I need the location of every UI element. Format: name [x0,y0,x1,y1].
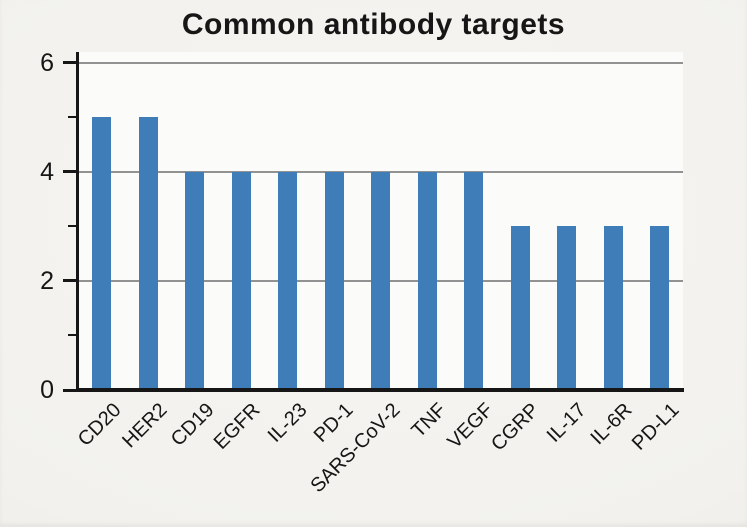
x-tick-label: CD20 [73,399,126,451]
y-axis-minor-tick [68,334,77,337]
bar-PD-1 [324,171,344,390]
gridline [79,61,683,64]
bar-TNF [417,171,437,390]
y-tick-label: 4 [40,157,54,186]
bar-IL-23 [278,171,297,390]
bar-PD-L1 [650,226,669,390]
x-axis-spine [76,388,684,392]
bar-IL-17 [557,226,576,390]
x-tick-label: IL-17 [542,399,591,447]
x-tick-label: CGRP [487,399,544,456]
x-tick-label: CD19 [166,399,219,451]
bar-IL-6R [603,226,623,390]
y-axis-minor-tick [68,116,77,119]
bar-CD20 [92,117,111,390]
y-tick-label: 2 [40,266,54,295]
x-tick-label: IL-23 [263,399,312,447]
chart-title: Common antibody targets [181,8,566,41]
y-tick-label: 6 [40,48,54,77]
bar-CGRP [510,226,530,390]
bar-SARS-CoV-2 [371,171,390,390]
y-axis-major-tick [63,61,77,65]
y-axis-major-tick [63,170,77,174]
x-tick-label: IL-6R [586,399,637,450]
y-axis-major-tick [63,388,77,392]
bar-VEGF [464,171,483,390]
x-tick-label: VEGF [442,399,498,454]
y-axis-minor-tick [68,225,77,228]
bar-CD19 [185,171,204,390]
x-tick-label: PD-L1 [627,399,684,455]
x-tick-label: HER2 [118,399,172,453]
y-axis-spine [76,52,79,392]
bar-HER2 [138,117,158,390]
x-tick-label: EGFR [209,399,265,454]
y-tick-label: 0 [40,376,54,404]
y-axis-major-tick [63,279,77,283]
bar-EGFR [231,171,251,390]
